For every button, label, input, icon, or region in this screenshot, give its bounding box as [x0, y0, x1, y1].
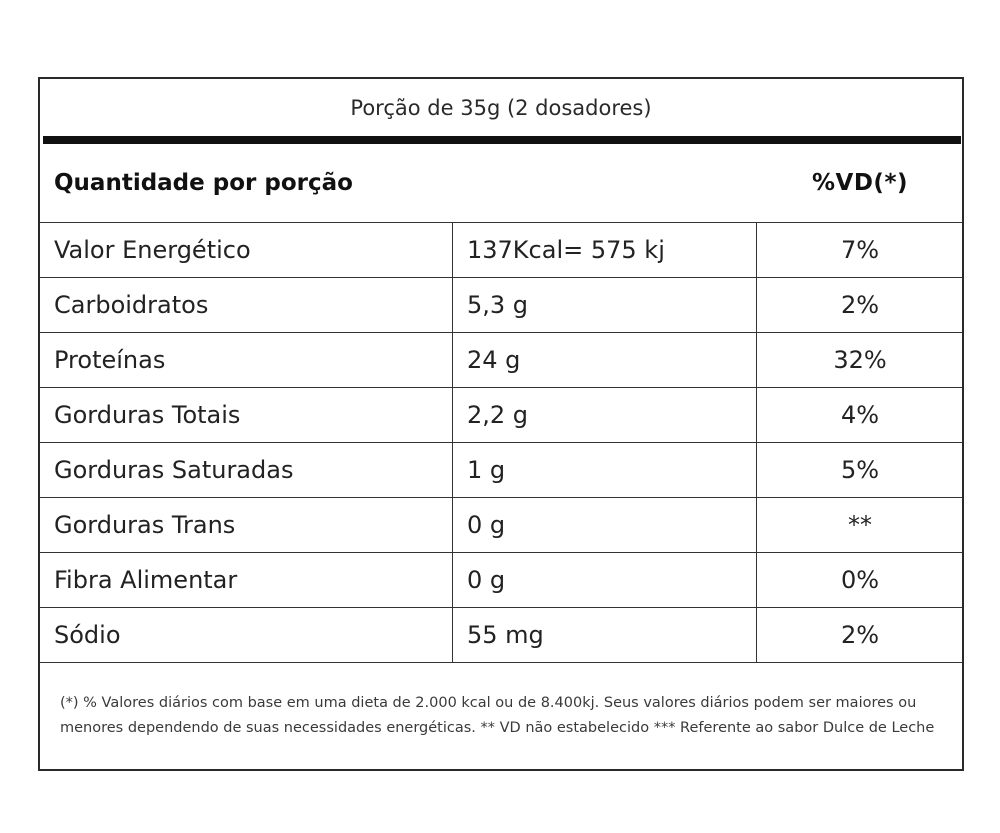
- nutrient-amount: 0 g: [452, 498, 756, 552]
- nutrient-amount: 1 g: [452, 443, 756, 497]
- thick-divider: [43, 136, 961, 144]
- table-row: Fibra Alimentar 0 g 0%: [40, 553, 962, 608]
- nutrient-amount: 2,2 g: [452, 388, 756, 442]
- header-daily-value: %VD(*): [812, 170, 908, 196]
- table-row: Valor Energético 137Kcal= 575 kj 7%: [40, 223, 962, 278]
- nutrient-name: Proteínas: [54, 346, 166, 374]
- serving-size: Porção de 35g (2 dosadores): [350, 95, 652, 120]
- nutrient-name: Gorduras Trans: [54, 511, 236, 539]
- nutrient-name: Sódio: [54, 621, 121, 649]
- header-quantity-per-serving: Quantidade por porção: [54, 170, 353, 196]
- nutrient-daily-value: 7%: [756, 223, 963, 277]
- table-row: Proteínas 24 g 32%: [40, 333, 962, 388]
- nutrition-facts-table: Porção de 35g (2 dosadores) Quantidade p…: [38, 77, 964, 771]
- nutrient-amount: 24 g: [452, 333, 756, 387]
- nutrient-name: Gorduras Totais: [54, 401, 241, 429]
- nutrient-amount: 5,3 g: [452, 278, 756, 332]
- nutrient-amount: 0 g: [452, 553, 756, 607]
- table-row: Gorduras Totais 2,2 g 4%: [40, 388, 962, 443]
- table-row: Sódio 55 mg 2%: [40, 608, 962, 663]
- table-row: Carboidratos 5,3 g 2%: [40, 278, 962, 333]
- nutrient-daily-value: 4%: [756, 388, 963, 442]
- table-row: Gorduras Saturadas 1 g 5%: [40, 443, 962, 498]
- nutrient-daily-value: 5%: [756, 443, 963, 497]
- nutrient-rows: Valor Energético 137Kcal= 575 kj 7% Carb…: [40, 223, 962, 663]
- footnote: (*) % Valores diários com base em uma di…: [60, 695, 935, 736]
- nutrient-name: Fibra Alimentar: [54, 566, 238, 594]
- nutrient-amount: 137Kcal= 575 kj: [452, 223, 756, 277]
- nutrient-daily-value: **: [756, 498, 963, 552]
- nutrient-name: Carboidratos: [54, 291, 209, 319]
- nutrient-daily-value: 0%: [756, 553, 963, 607]
- nutrient-name: Gorduras Saturadas: [54, 456, 294, 484]
- nutrient-daily-value: 32%: [756, 333, 963, 387]
- table-row: Gorduras Trans 0 g **: [40, 498, 962, 553]
- table-header: Quantidade por porção %VD(*): [40, 144, 962, 223]
- nutrient-amount: 55 mg: [452, 608, 756, 662]
- nutrient-name: Valor Energético: [54, 236, 251, 264]
- nutrient-daily-value: 2%: [756, 278, 963, 332]
- nutrient-daily-value: 2%: [756, 608, 963, 662]
